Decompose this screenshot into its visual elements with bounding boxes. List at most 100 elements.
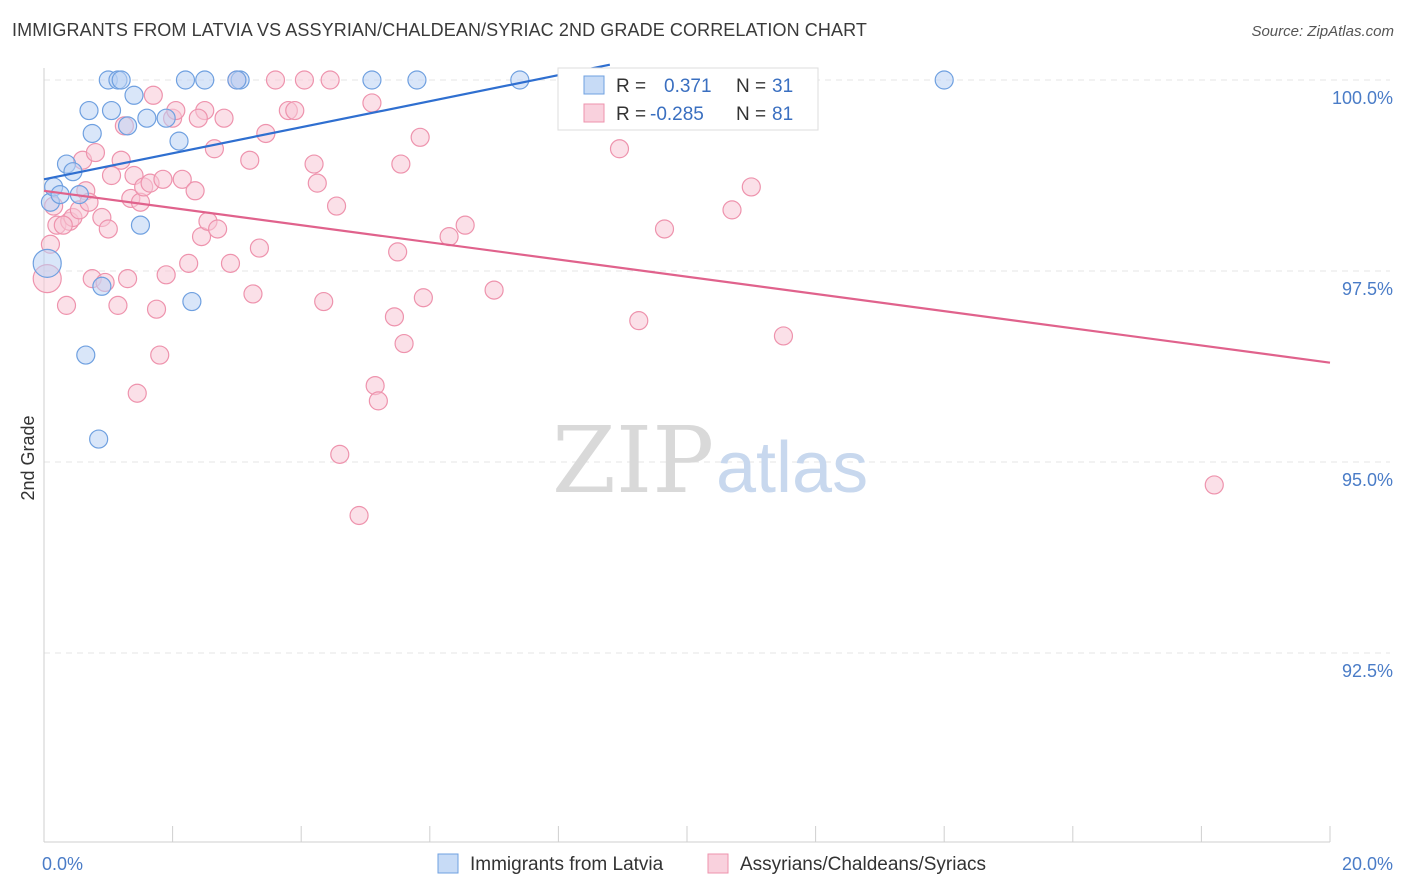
latvia-point <box>362 70 382 90</box>
latvia-point <box>101 100 122 121</box>
assyrians-point <box>153 169 173 189</box>
assyrians-point <box>455 215 475 235</box>
assyrians-point <box>214 108 234 128</box>
stats-n-label-latvia: N = <box>736 76 766 97</box>
assyrians-point <box>629 311 649 331</box>
assyrians-point <box>1204 475 1224 495</box>
assyrians-point <box>773 326 794 346</box>
assyrians-point <box>150 345 170 365</box>
assyrians-point <box>439 227 459 247</box>
assyrians-point <box>111 150 131 170</box>
y-tick-labels: 100.0% 97.5% 95.0% 92.5% <box>1332 88 1393 681</box>
assyrians-point <box>307 173 327 193</box>
assyrians-point <box>56 295 77 315</box>
assyrians-point <box>240 150 260 170</box>
assyrians-point <box>249 238 270 258</box>
assyrians-point <box>117 269 138 289</box>
latvia-point <box>934 70 954 90</box>
assyrians-point <box>722 200 742 220</box>
legend-label-assyrians: Assyrians/Chaldeans/Syriacs <box>740 854 986 875</box>
assyrians-point <box>243 284 263 304</box>
assyrians-point <box>53 215 73 235</box>
assyrians-point <box>156 265 176 285</box>
stats-n-value-assyrians: 81 <box>772 104 793 125</box>
assyrians-point <box>172 169 192 189</box>
legend-label-latvia: Immigrants from Latvia <box>470 854 664 875</box>
assyrians-point <box>654 219 675 239</box>
assyrians-point <box>98 219 118 239</box>
latvia-point <box>182 291 202 312</box>
stats-r-value-latvia: 0.371 <box>664 76 712 97</box>
x-tick-label: 0.0% <box>42 854 83 874</box>
latvia-point <box>92 276 112 296</box>
y-axis-title: 2nd Grade <box>18 415 38 500</box>
watermark: ZIP atlas <box>552 407 868 514</box>
y-tick-label: 95.0% <box>1342 470 1393 490</box>
assyrians-point <box>185 181 205 201</box>
assyrians-point <box>609 139 630 159</box>
latvia-point <box>79 100 99 121</box>
x-tick-labels: 0.0% 20.0% <box>42 854 1393 874</box>
latvia-point <box>130 215 151 235</box>
legend-swatch-assyrians <box>707 853 729 874</box>
assyrians-point <box>314 291 334 312</box>
assyrians-point <box>326 196 347 216</box>
stats-r-label-latvia: R = <box>616 76 646 97</box>
latvia-point <box>227 70 247 90</box>
stats-legend: R = 0.371 N = 31 R = -0.285 N = 81 <box>557 67 819 131</box>
latvia-point <box>137 108 157 128</box>
latvia-point <box>32 248 62 278</box>
latvia-point <box>76 345 96 365</box>
assyrians-point <box>294 70 315 90</box>
assyrians-point <box>388 242 408 262</box>
stats-swatch-latvia <box>583 75 605 95</box>
assyrians-point <box>394 333 414 354</box>
latvia-point <box>156 108 176 128</box>
y-tick-label: 92.5% <box>1342 661 1393 681</box>
trend-line-assyrians <box>43 189 1331 364</box>
assyrians-point <box>391 154 411 174</box>
assyrians-point <box>384 307 405 327</box>
assyrians-point <box>368 391 388 411</box>
y-tick-label: 100.0% <box>1332 88 1393 108</box>
assyrians-point <box>320 70 340 90</box>
assyrians-point <box>127 383 147 403</box>
legend-swatch-latvia <box>437 853 459 874</box>
watermark-zip: ZIP <box>552 407 714 514</box>
trend-lines <box>43 63 1331 364</box>
assyrians-point <box>410 127 430 147</box>
assyrians-point <box>741 177 761 197</box>
latvia-point <box>117 116 138 136</box>
watermark-atlas: atlas <box>716 428 868 508</box>
assyrians-point <box>265 70 286 90</box>
assyrians-point <box>85 142 106 163</box>
assyrians-point <box>362 93 382 113</box>
stats-n-value-latvia: 31 <box>772 76 793 97</box>
assyrians-point <box>179 253 199 273</box>
latvia-point <box>510 70 530 90</box>
latvia-point <box>169 131 189 151</box>
latvia-point <box>195 70 215 90</box>
assyrians-point <box>208 219 228 239</box>
assyrians-point <box>143 85 163 105</box>
assyrians-point <box>330 444 350 464</box>
stats-swatch-assyrians <box>583 103 605 123</box>
latvia-point <box>175 70 196 90</box>
assyrians-point <box>188 108 208 128</box>
x-tick-label: 20.0% <box>1342 854 1393 874</box>
latvia-point <box>89 429 109 449</box>
assyrians-point <box>108 295 128 315</box>
stats-r-label-assyrians: R = <box>616 104 646 125</box>
latvia-point <box>407 70 427 90</box>
latvia-point <box>111 70 131 90</box>
assyrians-point <box>146 299 167 319</box>
latvia-point <box>82 123 102 144</box>
assyrians-point <box>304 154 324 174</box>
assyrians-point <box>285 100 305 121</box>
trend-line-latvia <box>43 63 611 181</box>
y-tick-label: 97.5% <box>1342 279 1393 299</box>
assyrians-point <box>484 280 504 300</box>
series-latvia-points <box>32 70 954 449</box>
assyrians-point <box>220 253 241 273</box>
